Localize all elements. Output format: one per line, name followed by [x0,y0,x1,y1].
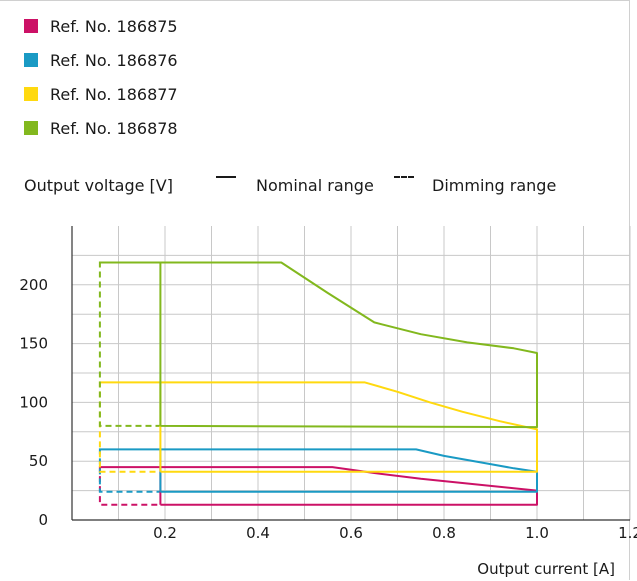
x-tick-label: 0.4 [246,524,270,542]
series-nominal-line [159,448,538,493]
y-tick-label: 200 [19,276,48,294]
series-nominal-line [159,466,538,506]
y-axis-label: Output voltage [V] [24,176,173,195]
y-tick-label: 50 [29,452,48,470]
legend-item-186875: Ref. No. 186875 [24,9,178,43]
solid-line-key [216,176,236,178]
series-dimming-line [98,261,161,427]
nominal-range-label: Nominal range [256,176,374,195]
legend-label: Ref. No. 186876 [50,50,178,70]
series-nominal-line [159,261,538,429]
x-tick-label: 0.2 [153,524,177,542]
legend-label: Ref. No. 186875 [50,16,178,36]
x-tick-label: 0.8 [432,524,456,542]
series-dimming-line [98,448,161,493]
legend-swatch [24,19,38,33]
legend: Ref. No. 186875 Ref. No. 186876 Ref. No.… [24,9,178,145]
x-tick-label: 1.2 [618,524,637,542]
chart-subheader: Output voltage [V] Nominal range Dimming… [24,176,637,198]
y-tick-label: 100 [19,393,48,411]
legend-swatch [24,53,38,67]
legend-swatch [24,121,38,135]
dashed-line-key [394,176,414,178]
legend-label: Ref. No. 186877 [50,84,178,104]
x-tick-label: 0.6 [339,524,363,542]
legend-item-186878: Ref. No. 186878 [24,111,178,145]
x-axis-label: Output current [A] [477,560,615,578]
legend-swatch [24,87,38,101]
series-dimming-line [98,381,161,473]
dimming-range-label: Dimming range [432,176,557,195]
legend-item-186876: Ref. No. 186876 [24,43,178,77]
series-nominal-line [159,381,538,473]
x-tick-label: 1.0 [525,524,549,542]
y-tick-label: 150 [19,335,48,353]
legend-item-186877: Ref. No. 186877 [24,77,178,111]
legend-label: Ref. No. 186878 [50,118,178,138]
y-tick-label: 0 [38,511,48,529]
